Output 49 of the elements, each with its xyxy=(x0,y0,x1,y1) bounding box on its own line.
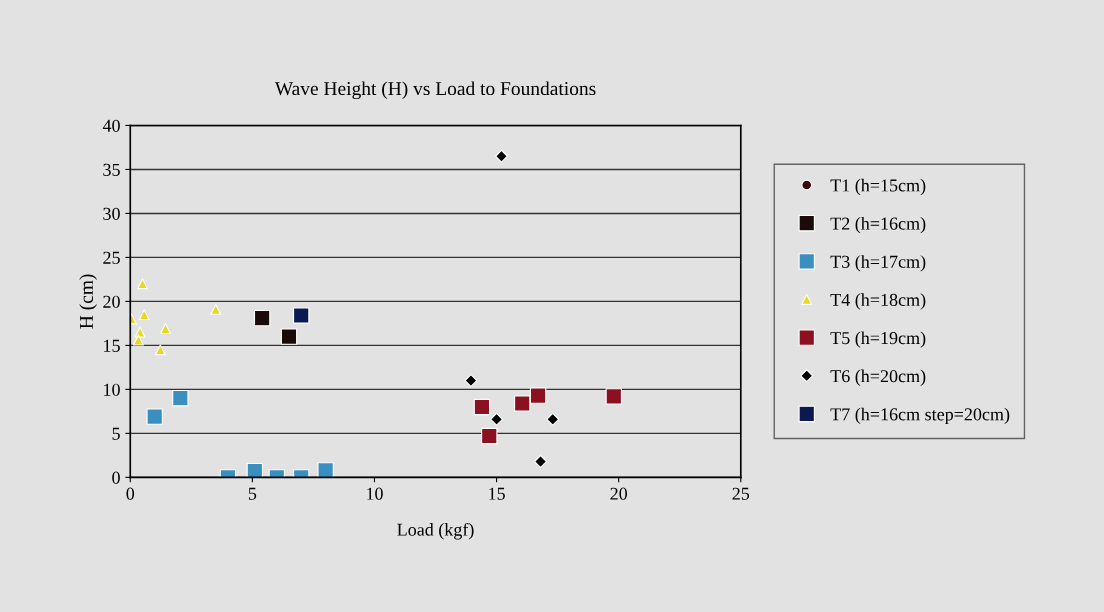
point xyxy=(132,334,144,346)
y-tick-label: 5 xyxy=(112,427,120,440)
x-tick-label: 5 xyxy=(248,487,257,500)
y-tick-label: 25 xyxy=(103,251,120,264)
point xyxy=(529,387,547,404)
legend-label: T7 (h=16cm step=20cm) xyxy=(830,407,1010,425)
legend-label: T2 (h=16cm) xyxy=(830,216,926,234)
point xyxy=(546,412,560,426)
y-tick-label: 30 xyxy=(103,207,120,220)
point xyxy=(317,462,334,478)
point xyxy=(514,395,531,412)
point xyxy=(137,278,148,290)
x-tick-label: 15 xyxy=(489,487,505,500)
legend-label: T4 (h=18cm) xyxy=(830,293,926,310)
x-tick-label: 0 xyxy=(126,487,135,500)
point xyxy=(146,408,163,425)
y-tick-label: 0 xyxy=(112,471,120,484)
legend-label: T3 (h=17cm) xyxy=(830,255,926,272)
point xyxy=(490,412,504,426)
point xyxy=(481,427,498,445)
x-tick-label: 20 xyxy=(610,487,628,500)
point xyxy=(154,344,166,356)
point xyxy=(210,303,222,315)
point xyxy=(246,463,264,478)
point xyxy=(293,307,310,324)
point xyxy=(160,323,171,335)
point xyxy=(172,389,189,407)
x-tick-label: 10 xyxy=(367,487,383,500)
y-tick-label: 15 xyxy=(104,339,120,352)
point xyxy=(134,326,146,338)
point xyxy=(464,374,478,388)
legend-label: T5 (h=19cm) xyxy=(830,331,926,348)
point xyxy=(534,455,547,468)
x-tick-label: 25 xyxy=(732,487,750,500)
point xyxy=(138,309,150,321)
y-axis-title: H (cm) xyxy=(79,274,97,329)
y-tick-label: 35 xyxy=(103,163,120,176)
legend-label: T6 (h=20cm) xyxy=(830,369,926,386)
y-tick-label: 10 xyxy=(104,383,120,396)
point xyxy=(473,398,491,416)
y-tick-label: 20 xyxy=(103,295,120,308)
x-axis-title: Load (kgf) xyxy=(397,522,474,540)
point xyxy=(605,388,622,405)
point xyxy=(280,328,298,345)
point xyxy=(495,149,508,163)
legend-label: T1 (h=15cm) xyxy=(830,178,926,196)
y-tick-label: 40 xyxy=(102,119,120,132)
point xyxy=(253,309,271,327)
chart-title: Wave Height (H) vs Load to Foundations xyxy=(274,81,596,100)
